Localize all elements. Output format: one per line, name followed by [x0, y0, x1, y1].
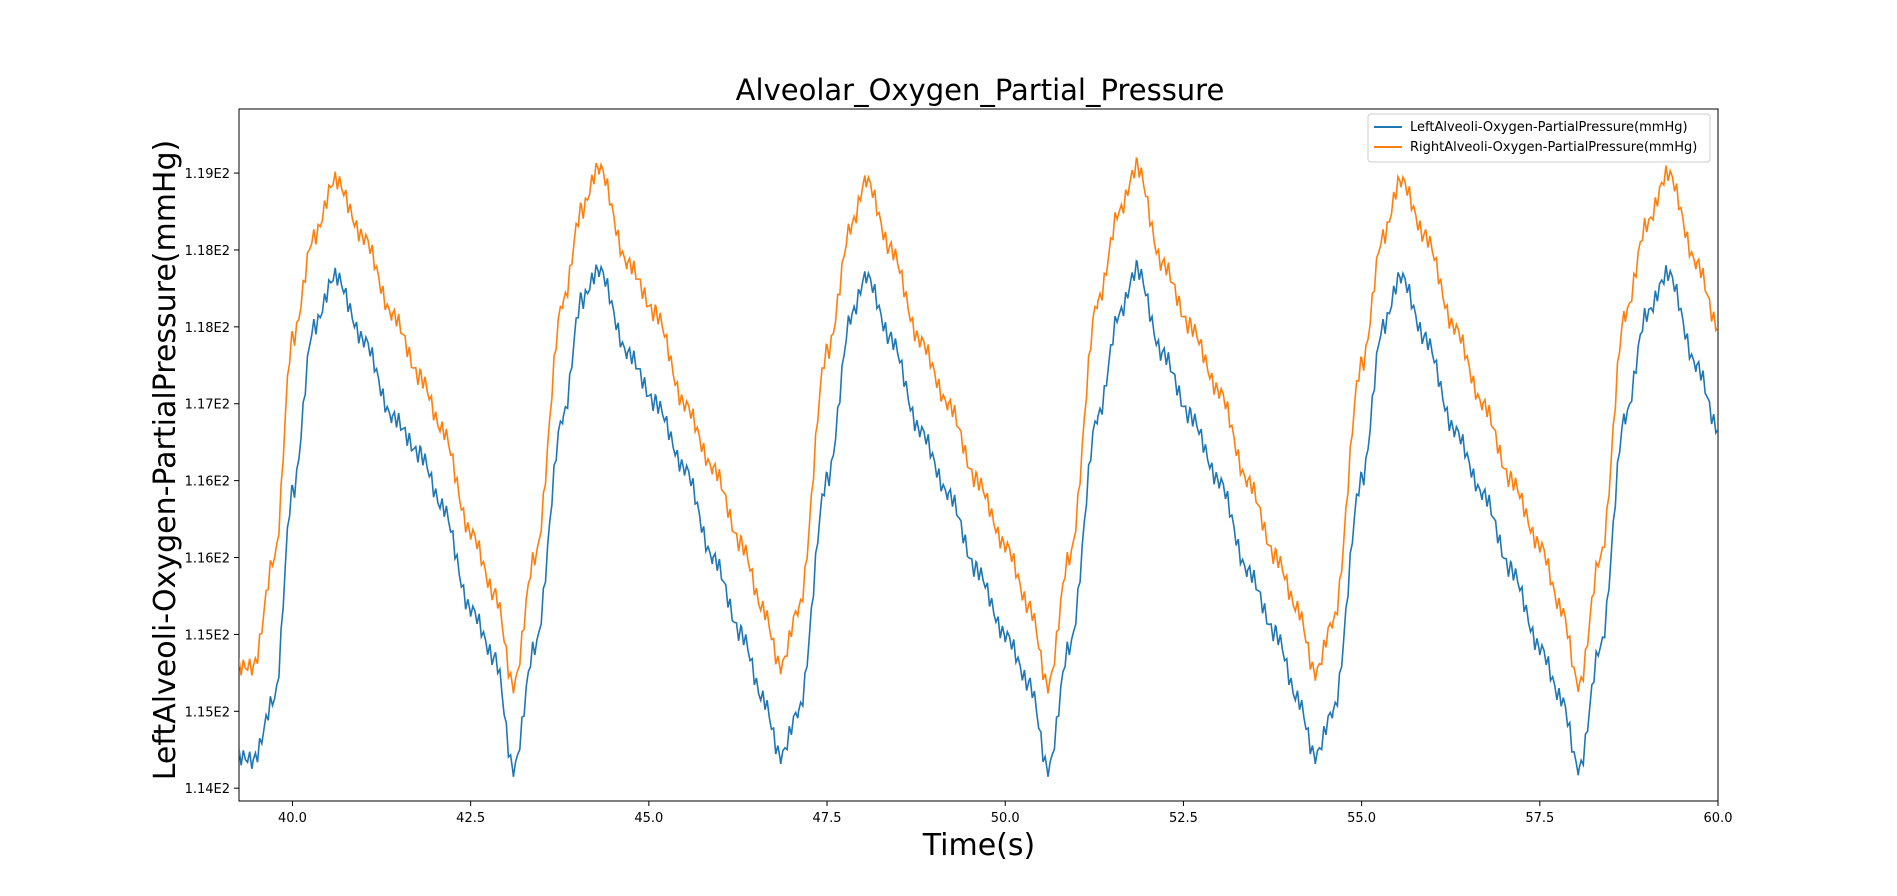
y-tick-label: 1.15E2 — [185, 628, 230, 643]
x-tick-label: 40.0 — [278, 811, 307, 826]
y-tick-label: 1.18E2 — [185, 244, 230, 259]
plot-frame — [238, 108, 1719, 802]
y-tick-label: 1.15E2 — [185, 705, 230, 720]
x-tick-label: 57.5 — [1525, 811, 1554, 826]
x-tick-label: 55.0 — [1347, 811, 1376, 826]
x-axis: 40.0 42.5 45.0 47.5 50.0 52.5 55.0 57.5 60.0 — [278, 801, 1732, 826]
y-tick-label: 1.14E2 — [185, 782, 230, 797]
x-tick-label: 47.5 — [813, 811, 842, 826]
x-tick-label: 60.0 — [1704, 811, 1733, 826]
series-layer — [239, 156, 1718, 777]
y-tick-label: 1.17E2 — [185, 398, 230, 413]
y-axis-label: LeftAlveoli-Oxygen-PartialPressure(mmHg) — [148, 140, 183, 781]
legend: LeftAlveoli-Oxygen-PartialPressure(mmHg)… — [1367, 113, 1711, 163]
y-tick-label: 1.18E2 — [185, 321, 230, 336]
x-tick-label: 45.0 — [634, 811, 663, 826]
legend-box — [1367, 113, 1711, 163]
legend-label-left: LeftAlveoli-Oxygen-PartialPressure(mmHg) — [1410, 120, 1688, 135]
y-axis: 1.14E2 1.15E2 1.15E2 1.16E2 1.16E2 1.17E2 1.18… — [185, 167, 239, 797]
x-axis-label: Time(s) — [922, 828, 1035, 863]
x-tick-label: 42.5 — [456, 811, 485, 826]
series-line-0 — [239, 259, 1718, 777]
y-tick-label: 1.16E2 — [185, 552, 230, 567]
x-tick-label: 52.5 — [1169, 811, 1198, 826]
legend-label-right: RightAlveoli-Oxygen-PartialPressure(mmHg… — [1410, 140, 1697, 155]
chart-title: Alveolar_Oxygen_Partial_Pressure — [736, 73, 1225, 107]
x-tick-label: 50.0 — [991, 811, 1020, 826]
series-line-1 — [239, 156, 1718, 694]
plot-area — [238, 108, 1719, 802]
y-tick-label: 1.16E2 — [185, 475, 230, 490]
y-tick-label: 1.19E2 — [185, 167, 230, 182]
